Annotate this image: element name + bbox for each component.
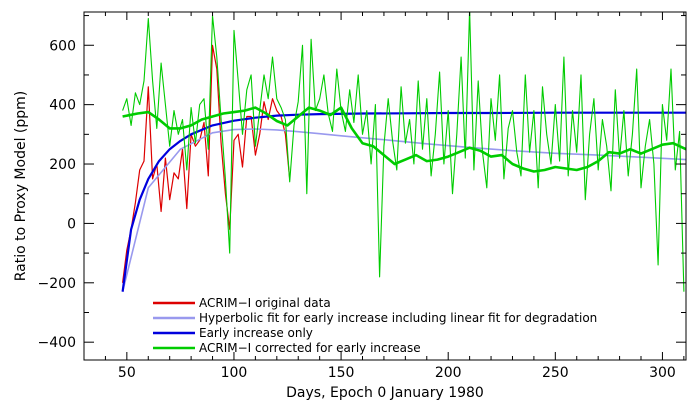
legend-label: ACRIM−I original data [199,296,331,310]
x-tick-label: 250 [542,365,569,381]
x-tick-label: 150 [328,365,355,381]
series-line-3 [122,12,685,292]
y-tick-label: 200 [49,157,76,173]
y-axis-title: Ratio to Proxy Model (ppm) [13,91,29,282]
y-tick-label: 600 [49,38,76,54]
y-tick-label: −400 [38,335,76,351]
legend-label: Hyperbolic fit for early increase includ… [199,311,597,325]
legend-label: Early increase only [199,326,313,340]
series-line-1 [121,128,686,292]
legend-label: ACRIM−I corrected for early increase [199,341,421,355]
y-tick-label: −200 [38,276,76,292]
y-tick-label: 400 [49,98,76,114]
x-tick-label: 200 [435,365,462,381]
x-tick-label: 100 [221,365,248,381]
series-line-4 [122,106,686,173]
x-tick-label: 50 [118,365,136,381]
x-tick-label: 300 [649,365,676,381]
plot-frame [83,11,687,361]
tick-layer: 50 100 150 200 250 300 −400 −200 0 200 400 600 [38,12,686,381]
series-layer [121,12,686,292]
y-tick-label: 0 [67,216,76,232]
x-axis-title: Days, Epoch 0 January 1980 [286,385,484,401]
